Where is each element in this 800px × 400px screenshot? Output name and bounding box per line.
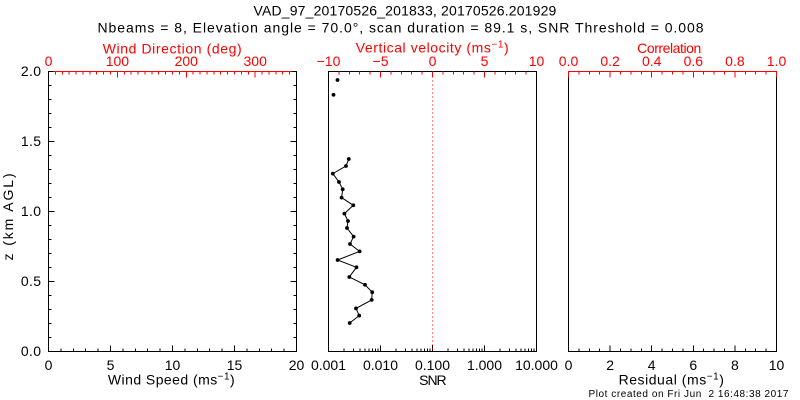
svg-text:8: 8 [731, 357, 739, 373]
svg-text:Nbeams = 8, Elevation angle =: Nbeams = 8, Elevation angle = 70.0°, sca… [97, 20, 704, 36]
svg-text:2: 2 [606, 357, 614, 373]
svg-text:5: 5 [481, 53, 489, 69]
svg-text:−10: −10 [317, 53, 341, 69]
svg-text:Plot created on Fri Jun 2 16:: Plot created on Fri Jun 2 16:48:38 2017 [589, 389, 789, 400]
svg-text:Wind Speed (ms−1): Wind Speed (ms−1) [108, 372, 235, 388]
svg-text:0.0: 0.0 [559, 53, 579, 69]
svg-text:SNR: SNR [419, 372, 446, 388]
svg-text:0.8: 0.8 [725, 53, 745, 69]
svg-text:0.4: 0.4 [642, 53, 662, 69]
svg-text:0.6: 0.6 [684, 53, 704, 69]
svg-text:15: 15 [227, 357, 243, 373]
svg-text:1.000: 1.000 [467, 357, 502, 373]
svg-text:20: 20 [289, 357, 305, 373]
svg-text:6: 6 [689, 357, 697, 373]
svg-text:0: 0 [565, 357, 573, 373]
svg-text:Wind Direction (deg): Wind Direction (deg) [103, 41, 243, 57]
svg-text:100: 100 [106, 53, 130, 69]
svg-text:2.0: 2.0 [21, 63, 42, 79]
svg-text:300: 300 [244, 53, 268, 69]
svg-text:0.010: 0.010 [363, 357, 398, 373]
svg-text:10: 10 [165, 357, 181, 373]
svg-text:10: 10 [529, 53, 545, 69]
svg-text:0: 0 [429, 53, 437, 69]
svg-text:1.0: 1.0 [767, 53, 787, 69]
svg-text:−5: −5 [373, 53, 389, 69]
svg-text:z (km AGL): z (km AGL) [0, 171, 16, 260]
svg-text:200: 200 [175, 53, 199, 69]
svg-text:0.001: 0.001 [311, 357, 346, 373]
svg-text:5: 5 [107, 357, 115, 373]
svg-text:10: 10 [769, 357, 785, 373]
svg-text:4: 4 [648, 357, 656, 373]
svg-text:0.5: 0.5 [21, 273, 42, 289]
svg-text:10.000: 10.000 [515, 357, 558, 373]
svg-text:1.0: 1.0 [21, 203, 42, 219]
svg-text:0: 0 [45, 357, 53, 373]
svg-text:VAD_97_20170526_201833, 201705: VAD_97_20170526_201833, 20170526.201929 [254, 2, 557, 18]
svg-text:0.0: 0.0 [21, 343, 42, 359]
svg-text:Vertical velocity (ms−1): Vertical velocity (ms−1) [356, 40, 509, 56]
svg-text:0.100: 0.100 [415, 357, 450, 373]
svg-text:Correlation: Correlation [637, 40, 701, 56]
svg-text:Residual (ms−1): Residual (ms−1) [619, 372, 725, 388]
svg-text:0: 0 [45, 53, 53, 69]
svg-text:1.5: 1.5 [21, 133, 42, 149]
svg-text:0.2: 0.2 [600, 53, 620, 69]
